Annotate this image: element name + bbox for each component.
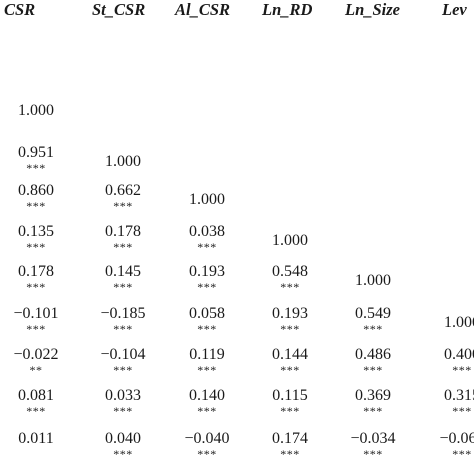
significance-stars: ***	[255, 364, 325, 376]
table-cell: 1.000	[427, 314, 474, 334]
significance-stars: ***	[1, 405, 71, 417]
significance-stars: ***	[88, 200, 158, 212]
significance-stars: ***	[1, 323, 71, 335]
significance-stars: ***	[1, 241, 71, 253]
column-header: St_CSR	[92, 0, 145, 20]
significance-stars: ***	[427, 405, 474, 417]
significance-stars: ***	[338, 364, 408, 376]
table-cell: −0.066***	[427, 430, 474, 460]
cell-value: 0.011	[1, 430, 71, 450]
table-cell: 0.135 ***	[1, 223, 71, 253]
significance-stars: **	[1, 364, 71, 376]
table-cell: 0.549 ***	[338, 305, 408, 335]
table-cell: 0.193 ***	[255, 305, 325, 335]
table-cell: 0.178 ***	[1, 263, 71, 293]
column-header: Ln_Size	[345, 0, 400, 20]
table-cell: −0.104 ***	[88, 346, 158, 376]
significance-stars: ***	[172, 405, 242, 417]
table-cell: 0.174 ***	[255, 430, 325, 460]
significance-stars: ***	[88, 364, 158, 376]
significance-stars: ***	[427, 364, 474, 376]
cell-value: 1.000	[1, 102, 71, 122]
significance-stars: ***	[88, 323, 158, 335]
table-cell: 0.119 ***	[172, 346, 242, 376]
table-cell: 0.193 ***	[172, 263, 242, 293]
table-cell: 0.662 ***	[88, 182, 158, 212]
significance-stars: ***	[172, 364, 242, 376]
cell-value: 1.000	[427, 314, 474, 334]
significance-stars: ***	[338, 405, 408, 417]
table-cell: 0.369 ***	[338, 387, 408, 417]
significance-stars: ***	[88, 448, 158, 460]
significance-stars: ***	[427, 448, 474, 460]
column-header: Ln_RD	[262, 0, 312, 20]
table-cell: 0.011	[1, 430, 71, 450]
significance-stars: ***	[255, 281, 325, 293]
significance-stars: ***	[255, 405, 325, 417]
table-cell: 1.000	[172, 191, 242, 211]
table-cell: 1.000	[1, 102, 71, 122]
column-header: Lev	[442, 0, 467, 20]
table-cell: 0.038 ***	[172, 223, 242, 253]
table-cell: 0.081 ***	[1, 387, 71, 417]
cell-value: 1.000	[255, 232, 325, 252]
table-cell: 0.400***	[427, 346, 474, 376]
table-cell: 0.145 ***	[88, 263, 158, 293]
cell-value: 1.000	[338, 272, 408, 292]
table-cell: 0.178 ***	[88, 223, 158, 253]
table-cell: 0.140 ***	[172, 387, 242, 417]
table-cell: −0.185 ***	[88, 305, 158, 335]
table-cell: 0.115 ***	[255, 387, 325, 417]
cell-value: 1.000	[172, 191, 242, 211]
table-cell: 0.144 ***	[255, 346, 325, 376]
table-cell: −0.034 ***	[338, 430, 408, 460]
significance-stars: ***	[1, 281, 71, 293]
significance-stars: ***	[88, 281, 158, 293]
significance-stars: ***	[338, 448, 408, 460]
significance-stars: ***	[172, 281, 242, 293]
significance-stars: ***	[172, 448, 242, 460]
significance-stars: ***	[172, 323, 242, 335]
table-cell: 0.058 ***	[172, 305, 242, 335]
significance-stars: ***	[88, 405, 158, 417]
table-cell: 0.486 ***	[338, 346, 408, 376]
significance-stars: ***	[88, 241, 158, 253]
table-cell: 0.033 ***	[88, 387, 158, 417]
table-cell: 0.548 ***	[255, 263, 325, 293]
table-cell: −0.022 **	[1, 346, 71, 376]
column-header: Al_CSR	[175, 0, 230, 20]
cell-value: 1.000	[88, 153, 158, 173]
significance-stars: ***	[255, 448, 325, 460]
significance-stars: ***	[1, 162, 71, 174]
header-divider	[0, 28, 474, 29]
table-cell: −0.040 ***	[172, 430, 242, 460]
table-cell: 0.951 ***	[1, 144, 71, 174]
table-cell: 0.315***	[427, 387, 474, 417]
table-cell: 1.000	[255, 232, 325, 252]
column-header: CSR	[4, 0, 35, 20]
significance-stars: ***	[172, 241, 242, 253]
table-cell: −0.101 ***	[1, 305, 71, 335]
significance-stars: ***	[338, 323, 408, 335]
table-cell: 1.000	[88, 153, 158, 173]
significance-stars: ***	[1, 200, 71, 212]
table-cell: 1.000	[338, 272, 408, 292]
table-cell: 0.860 ***	[1, 182, 71, 212]
table-cell: 0.040 ***	[88, 430, 158, 460]
significance-stars: ***	[255, 323, 325, 335]
